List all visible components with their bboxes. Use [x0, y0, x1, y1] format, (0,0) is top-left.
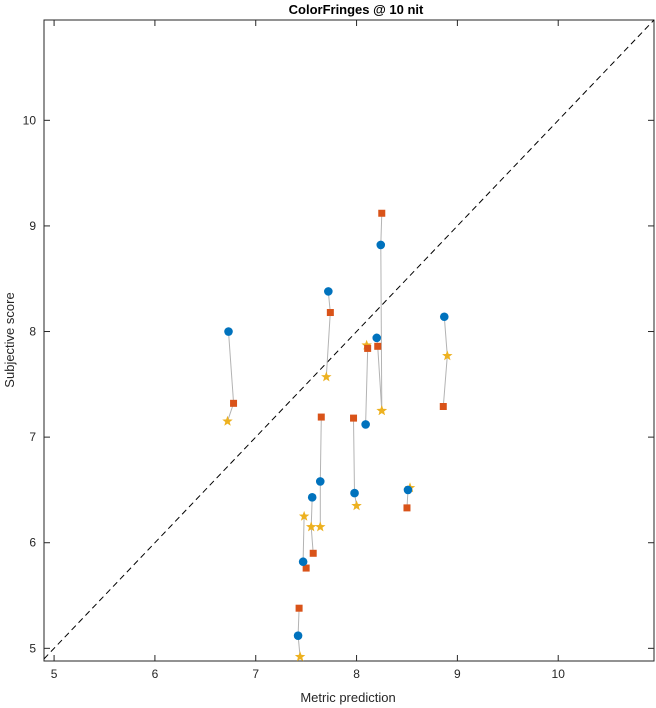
square-marker	[439, 403, 447, 411]
square-marker	[403, 504, 411, 512]
x-tick-label: 9	[454, 667, 461, 681]
x-tick-label: 10	[552, 667, 566, 681]
star-marker	[442, 350, 453, 361]
square-marker	[326, 309, 334, 317]
y-tick-label: 9	[29, 219, 36, 233]
circle-marker	[315, 477, 325, 486]
circle-marker	[376, 240, 386, 250]
star-marker	[321, 371, 332, 382]
square-marker	[302, 564, 310, 572]
y-tick-label: 10	[23, 113, 37, 127]
diagonal-layer	[43, 19, 655, 660]
star-marker	[222, 415, 233, 426]
circle-marker	[324, 287, 333, 296]
star-marker	[305, 521, 317, 532]
circle-marker	[307, 493, 317, 502]
square-marker	[317, 413, 325, 421]
star-marker	[361, 339, 372, 350]
y-tick-label: 7	[29, 430, 36, 444]
star-marker	[376, 405, 387, 416]
y-tick-label: 6	[29, 536, 36, 550]
x-tick-label: 6	[152, 667, 159, 681]
square-marker	[309, 549, 317, 557]
y-axis-label: Subjective score	[2, 292, 17, 387]
y-tick-label: 5	[29, 641, 36, 655]
circle-marker	[403, 485, 413, 495]
y-tick-label: 8	[29, 325, 36, 339]
circle-marker	[439, 312, 449, 322]
square-marker	[230, 399, 238, 407]
star-marker	[315, 521, 326, 532]
circle-marker	[298, 557, 308, 567]
x-axis-label: Metric prediction	[300, 690, 395, 705]
circle-marker	[350, 488, 359, 498]
square-marker	[374, 342, 382, 350]
square-marker	[350, 414, 358, 422]
square-marker	[295, 604, 303, 612]
star-marker	[351, 500, 362, 511]
square-marker	[378, 209, 386, 217]
star-marker	[294, 651, 306, 662]
x-tick-label: 5	[51, 667, 58, 681]
x-tick-label: 8	[353, 667, 360, 681]
circle-marker	[224, 327, 233, 336]
diagonal-reference-line	[43, 19, 655, 660]
square-marker	[364, 344, 372, 352]
ticks-layer: 5 6 7 8 9 10 5 6 7 8 9 10	[23, 20, 654, 681]
chart-title: ColorFringes @ 10 nit	[289, 2, 424, 17]
circle-marker	[361, 420, 370, 429]
circle-marker	[372, 333, 382, 343]
x-tick-label: 7	[252, 667, 259, 681]
star-marker	[298, 510, 310, 521]
marker-layer	[222, 209, 453, 662]
circle-marker	[293, 631, 303, 640]
